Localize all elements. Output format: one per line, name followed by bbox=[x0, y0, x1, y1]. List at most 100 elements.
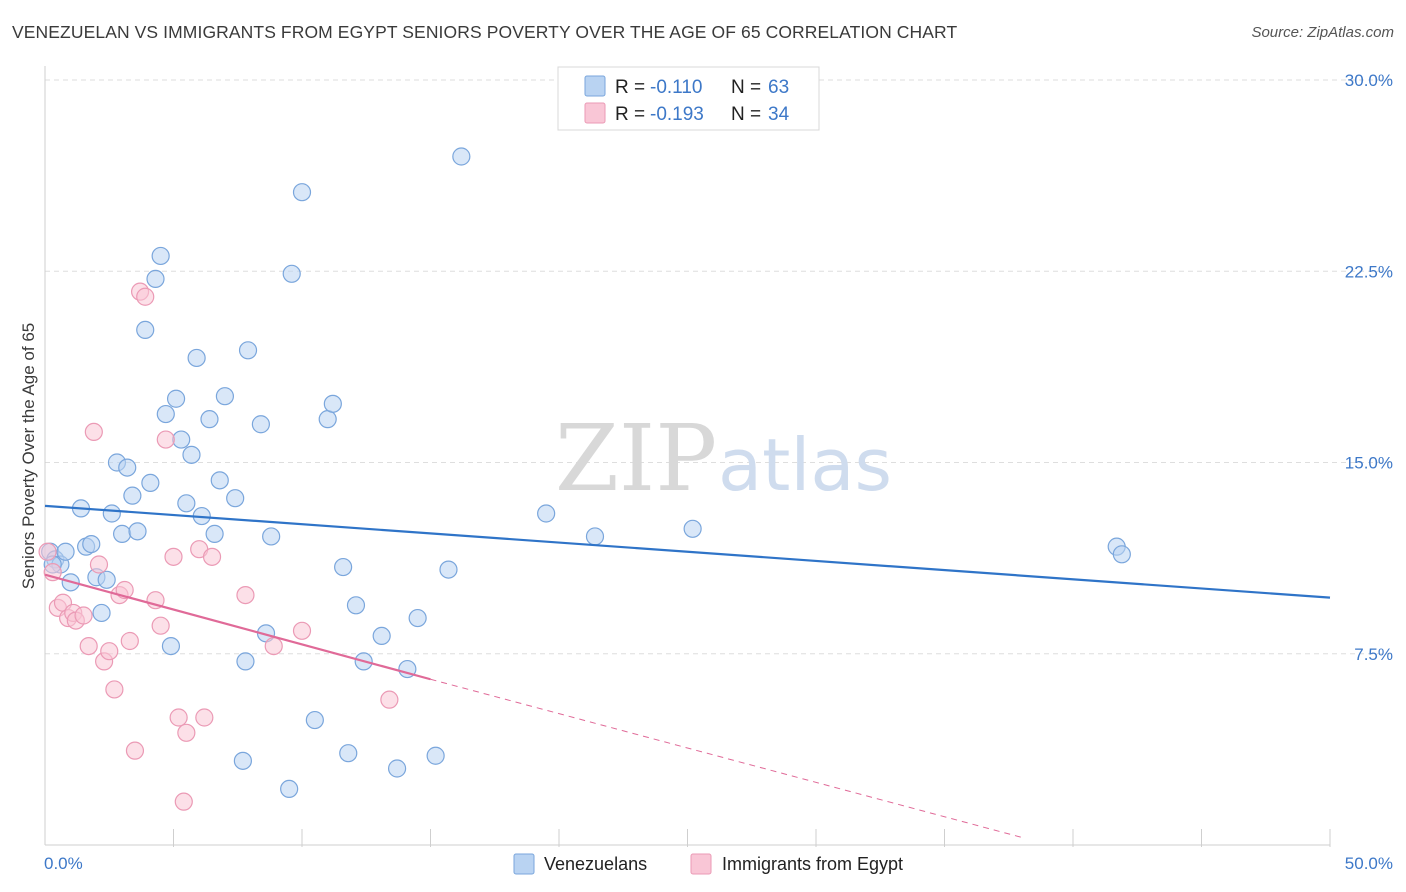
venezuelans-point-3 bbox=[56, 542, 75, 561]
bottom-legend-label-venezuelans: Venezuelans bbox=[544, 854, 647, 874]
egypt-point-23 bbox=[164, 547, 183, 566]
venezuelans-point-22 bbox=[161, 636, 181, 656]
venezuelans-point-13 bbox=[112, 524, 132, 544]
venezuelans-point-24 bbox=[172, 430, 191, 449]
venezuelans-point-15 bbox=[123, 486, 142, 505]
venezuelans-point-16 bbox=[128, 522, 147, 541]
y-axis-label: Seniors Poverty Over the Age of 65 bbox=[19, 323, 38, 589]
top-legend: R = -0.110 N = 63 R = -0.193 N = 34 bbox=[557, 66, 820, 131]
venezuelans-point-7 bbox=[82, 534, 101, 554]
egypt-point-22 bbox=[156, 430, 175, 449]
venezuelans-point-48 bbox=[346, 596, 366, 615]
venezuelans-point-29 bbox=[200, 410, 219, 429]
watermark-zip: ZIP bbox=[555, 405, 717, 512]
data-points bbox=[38, 147, 1131, 811]
egypt-point-13 bbox=[105, 680, 124, 699]
legend-swatch-venezuelans bbox=[584, 75, 606, 97]
venezuelans-point-35 bbox=[236, 652, 255, 671]
venezuelans-point-36 bbox=[238, 341, 258, 360]
legend-n-value-0: 63 bbox=[768, 77, 789, 98]
venezuelans-point-32 bbox=[215, 387, 234, 406]
watermark-atlas: atlas bbox=[718, 423, 892, 507]
egypt-point-21 bbox=[151, 616, 170, 635]
venezuelans-point-33 bbox=[226, 489, 245, 508]
venezuelans-point-26 bbox=[182, 445, 201, 464]
venezuelans-point-14 bbox=[118, 458, 137, 477]
source-label: Source: ZipAtlas.com bbox=[1251, 24, 1394, 41]
venezuelans-point-10 bbox=[97, 570, 116, 589]
legend-n-label-0: N = bbox=[731, 77, 761, 98]
egypt-point-8 bbox=[79, 636, 98, 656]
legend-r-value-0: -0.110 bbox=[650, 77, 702, 98]
egypt-trend-line bbox=[44, 573, 431, 681]
egypt-point-10 bbox=[89, 555, 109, 574]
chart-title: VENEZUELAN VS IMMIGRANTS FROM EGYPT SENI… bbox=[12, 22, 958, 42]
venezuelans-point-53 bbox=[408, 608, 427, 628]
tick-labels: 7.5% 15.0% 22.5% 30.0% 0.0% 50.0% bbox=[44, 71, 1393, 873]
venezuelans-point-45 bbox=[323, 394, 342, 413]
venezuelans-point-9 bbox=[92, 603, 111, 623]
venezuelans-point-31 bbox=[210, 471, 229, 490]
egypt-point-32 bbox=[292, 621, 312, 640]
y-tick-label-0: 7.5% bbox=[1354, 645, 1393, 664]
egypt-point-16 bbox=[120, 631, 139, 651]
y-tick-label-1: 15.0% bbox=[1345, 454, 1393, 473]
venezuelans-trend-line bbox=[44, 504, 1331, 599]
venezuelans-point-58 bbox=[585, 527, 605, 546]
egypt-point-0 bbox=[38, 542, 57, 561]
egypt-trend-extension bbox=[430, 678, 1022, 838]
legend-r-label-1: R = bbox=[615, 104, 645, 125]
venezuelans-point-42 bbox=[292, 183, 312, 202]
venezuelans-point-39 bbox=[262, 527, 281, 546]
venezuelans-point-57 bbox=[537, 504, 556, 523]
axes bbox=[44, 66, 1331, 847]
venezuelans-point-47 bbox=[339, 744, 358, 763]
grid-lines bbox=[45, 79, 1393, 655]
venezuelans-point-40 bbox=[280, 779, 299, 799]
egypt-point-26 bbox=[177, 723, 196, 742]
bottom-legend-swatch-egypt bbox=[690, 853, 712, 875]
egypt-point-25 bbox=[174, 792, 193, 811]
venezuelans-point-37 bbox=[251, 415, 270, 434]
venezuelans-point-61 bbox=[1112, 545, 1131, 564]
bottom-legend-label-egypt: Immigrants from Egypt bbox=[722, 854, 903, 874]
venezuelans-point-46 bbox=[334, 557, 353, 577]
egypt-point-28 bbox=[195, 708, 214, 727]
egypt-point-33 bbox=[380, 690, 399, 709]
watermark: ZIP atlas bbox=[555, 405, 892, 512]
venezuelans-point-56 bbox=[452, 147, 471, 166]
egypt-point-9 bbox=[84, 422, 103, 441]
venezuelans-point-59 bbox=[683, 519, 702, 538]
legend-swatch-egypt bbox=[584, 102, 606, 124]
y-tick-label-3: 30.0% bbox=[1345, 71, 1393, 90]
venezuelans-point-19 bbox=[146, 269, 165, 288]
venezuelans-point-43 bbox=[305, 710, 324, 730]
legend-n-value-1: 34 bbox=[768, 104, 790, 125]
venezuelans-point-30 bbox=[205, 524, 224, 544]
venezuelans-point-51 bbox=[387, 759, 407, 778]
venezuelans-point-25 bbox=[177, 494, 196, 513]
x-tick-label-0: 0.0% bbox=[44, 854, 83, 873]
venezuelans-point-41 bbox=[282, 264, 301, 283]
egypt-point-30 bbox=[236, 585, 255, 605]
venezuelans-point-20 bbox=[151, 246, 170, 266]
egypt-point-17 bbox=[125, 741, 145, 760]
x-tick-label-1: 50.0% bbox=[1345, 854, 1393, 873]
venezuelans-point-50 bbox=[372, 626, 391, 646]
bottom-legend: Venezuelans Immigrants from Egypt bbox=[513, 853, 903, 875]
venezuelans-point-11 bbox=[102, 504, 121, 523]
legend-n-label-1: N = bbox=[731, 104, 761, 125]
venezuelans-point-54 bbox=[426, 746, 445, 765]
bottom-legend-swatch-venezuelans bbox=[513, 853, 535, 875]
venezuelans-point-17 bbox=[136, 320, 155, 339]
venezuelans-point-21 bbox=[156, 404, 175, 424]
egypt-point-19 bbox=[136, 287, 155, 306]
egypt-point-29 bbox=[202, 547, 222, 566]
legend-r-label-0: R = bbox=[615, 77, 645, 98]
venezuelans-point-18 bbox=[141, 473, 160, 492]
venezuelans-point-44 bbox=[318, 410, 337, 429]
venezuelans-point-27 bbox=[187, 348, 206, 368]
venezuelans-point-55 bbox=[439, 560, 458, 579]
trend-lines bbox=[44, 504, 1331, 838]
